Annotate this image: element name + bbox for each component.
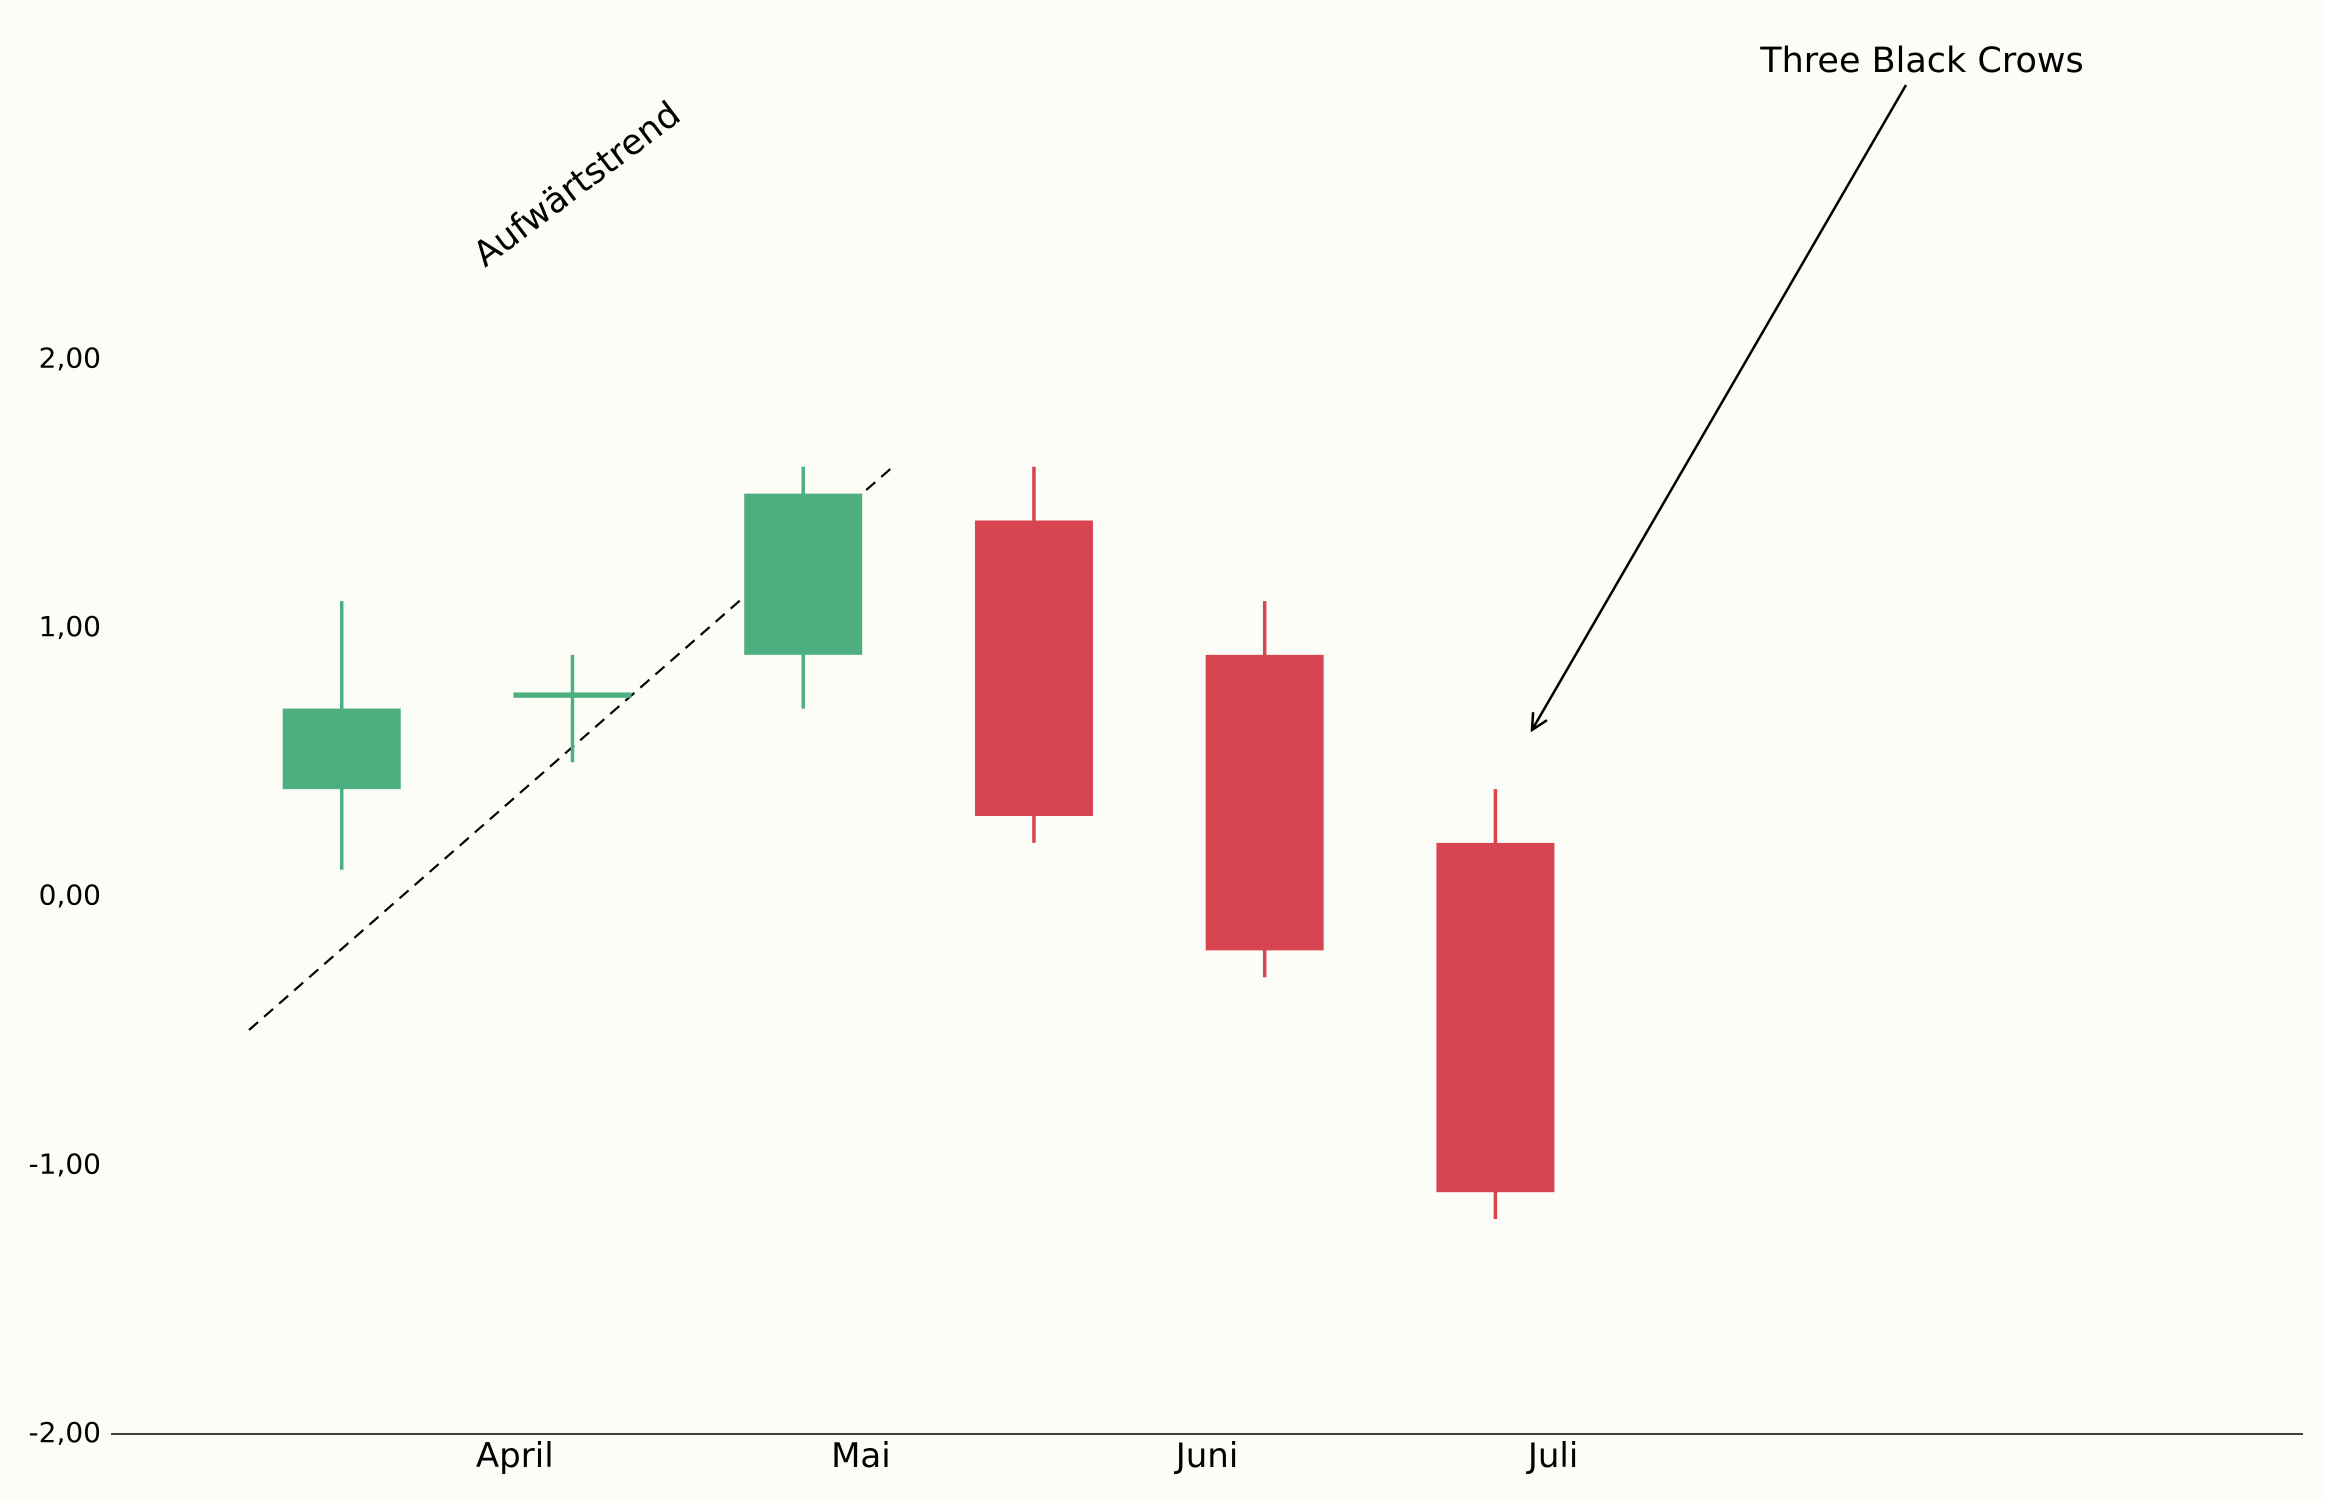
candle-body [1436, 842, 1555, 1193]
candle-body [1205, 654, 1324, 951]
annotation-arrow [1532, 84, 1908, 730]
annotation: Three Black Crows [1759, 41, 2084, 81]
candle-body [974, 520, 1093, 817]
candle-body [744, 493, 863, 655]
x-tick-label: Juli [1526, 1436, 1578, 1476]
x-tick-label: April [476, 1436, 554, 1476]
y-tick-label: -1,00 [29, 1147, 101, 1180]
x-tick-label: Mai [831, 1436, 891, 1476]
candle-body [282, 708, 401, 790]
y-tick-label: -2,00 [29, 1416, 101, 1449]
x-tick-label: Juni [1174, 1436, 1239, 1476]
candle-body [513, 692, 632, 698]
y-tick-label: 0,00 [39, 879, 101, 912]
y-tick-label: 2,00 [39, 341, 101, 374]
y-tick-label: 1,00 [39, 610, 101, 643]
